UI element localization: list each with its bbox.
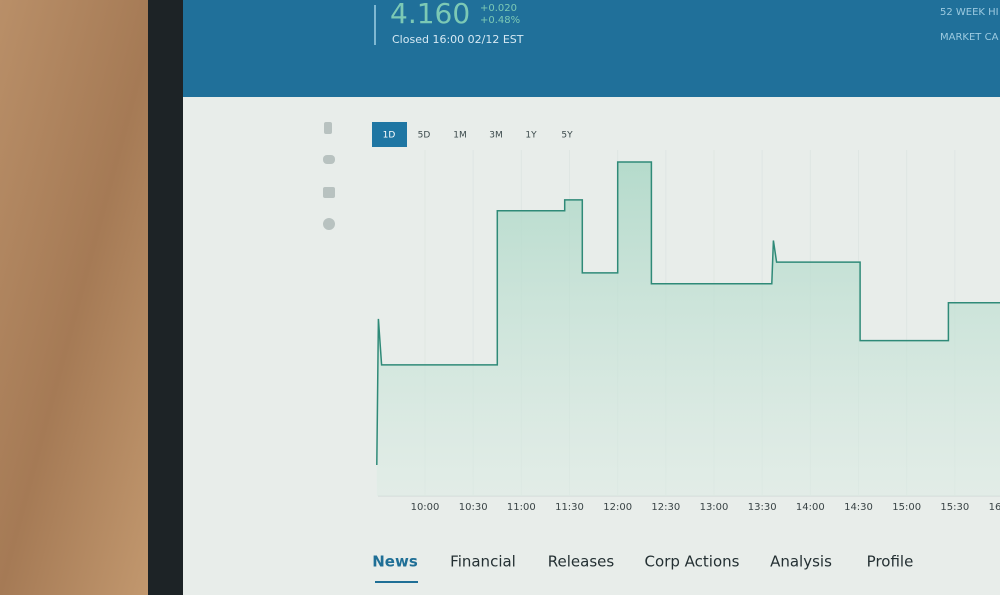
tab[interactable]: Financial <box>450 553 516 571</box>
x-tick-label: 12:00 <box>603 502 632 513</box>
range-button[interactable]: 3M <box>489 131 503 141</box>
header-bar <box>183 0 1000 97</box>
x-tick-label: 10:00 <box>411 502 440 513</box>
x-tick-label: 14:00 <box>796 502 825 513</box>
range-button[interactable]: 1M <box>453 131 467 141</box>
range-button[interactable]: 1Y <box>525 131 537 141</box>
x-tick-label: 16:00 <box>989 502 1000 513</box>
x-tick-label: 12:30 <box>651 502 680 513</box>
x-tick-label: 14:30 <box>844 502 873 513</box>
price-line <box>376 161 1000 466</box>
range-button[interactable]: 5Y <box>561 131 573 141</box>
range-button[interactable]: 5D <box>418 131 431 141</box>
change-percent: +0.48% <box>480 15 520 26</box>
x-tick-label: 13:00 <box>700 502 729 513</box>
range-selected <box>372 122 407 147</box>
x-tick-label: 15:00 <box>892 502 921 513</box>
x-tick-label: 11:30 <box>555 502 584 513</box>
tab[interactable]: Corp Actions <box>645 553 740 571</box>
share-icons <box>323 122 335 230</box>
tab[interactable]: Profile <box>867 553 914 571</box>
tab[interactable]: Releases <box>548 553 615 571</box>
stat-label: 52 WEEK HI <box>940 7 999 18</box>
desk <box>0 0 160 595</box>
stat-label: MARKET CA <box>940 32 999 43</box>
tab[interactable]: Analysis <box>770 553 832 571</box>
price: 4.160 <box>390 0 470 30</box>
change: +0.020 <box>480 3 517 14</box>
status: Closed 16:00 02/12 EST <box>392 33 524 46</box>
tab[interactable]: News <box>372 553 418 571</box>
x-tick-label: 10:30 <box>459 502 488 513</box>
bezel <box>148 0 188 595</box>
x-tick-label: 11:00 <box>507 502 536 513</box>
x-tick-label: 15:30 <box>940 502 969 513</box>
range-button[interactable]: 1D <box>383 131 396 141</box>
area <box>376 162 1000 496</box>
x-tick-label: 13:30 <box>748 502 777 513</box>
